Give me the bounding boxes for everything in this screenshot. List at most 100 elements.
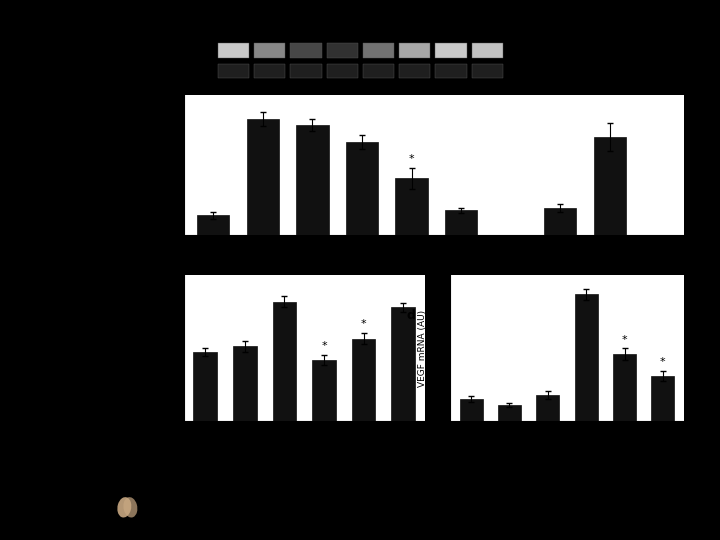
Bar [351,339,375,421]
Bar [472,43,503,58]
Ellipse shape [123,497,138,517]
Text: -: - [459,269,463,278]
Text: 0: 0 [260,258,266,267]
Text: +: + [505,444,513,453]
Text: TGF-β1 + TNF-α: TGF-β1 + TNF-α [427,444,494,453]
Bar [247,119,279,235]
Text: *: * [409,154,414,164]
Text: d: d [407,309,415,322]
Text: TGF-β1+TNF-α: TGF-β1+TNF-α [686,453,720,462]
Bar [327,43,358,58]
Text: +: + [259,269,266,278]
Text: 28: 28 [604,258,616,267]
Text: +: + [400,444,407,453]
Text: 0: 0 [359,258,365,267]
Text: +: + [360,444,367,453]
Text: b: b [119,148,127,161]
Text: 28: 28 [455,248,467,257]
Text: 10: 10 [542,434,554,443]
Text: β-Actin: β-Actin [518,66,547,76]
Text: +: + [621,444,629,453]
Bar [593,137,626,235]
Bar [346,142,378,235]
Text: *: * [622,335,627,345]
Text: c-Fos siRNA (pM): c-Fos siRNA (pM) [679,248,720,257]
Bar [575,294,598,421]
Text: -: - [212,269,215,278]
Text: SR 11302 (μM): SR 11302 (μM) [427,435,489,444]
Text: Kidney International 2013 841119-1128 DOI: (10.1038/ki.2013.217): Kidney International 2013 841119-1128 DO… [148,507,406,516]
Bar [273,302,297,421]
Bar [459,399,482,421]
Text: -: - [546,453,549,462]
Text: a: a [119,30,127,44]
Ellipse shape [117,497,131,517]
Text: 0: 0 [260,248,266,257]
Text: 0: 0 [468,434,474,443]
Text: +: + [582,444,590,453]
Text: 0: 0 [409,258,415,267]
Bar [312,360,336,421]
Text: 1: 1 [361,435,366,444]
Text: *: * [361,319,366,329]
Text: 0: 0 [202,435,208,444]
Bar [391,307,415,421]
Text: 28: 28 [554,258,566,267]
Text: +: + [582,453,590,462]
Text: Copyright © 2013  International Society of Nephrology: Copyright © 2013 International Society o… [148,517,358,526]
Y-axis label: VEGF mRNA (AU): VEGF mRNA (AU) [418,310,427,387]
Text: c-Fos: c-Fos [518,46,540,55]
Text: 0: 0 [458,258,464,267]
Text: *: * [321,341,327,351]
Text: c: c [119,309,126,322]
Text: 0: 0 [282,435,287,444]
Text: Scramb siRNA (pM): Scramb siRNA (pM) [679,258,720,267]
Bar [613,354,636,421]
Text: -: - [204,444,207,453]
Bar [395,178,428,235]
Text: -: - [243,444,246,453]
Text: +: + [606,269,613,278]
Bar [290,43,322,58]
Bar [498,405,521,421]
Y-axis label: Relative luciferase activity: Relative luciferase activity [148,288,158,409]
Text: -: - [559,269,562,278]
Text: 10: 10 [318,435,330,444]
Text: 0: 0 [210,258,216,267]
Text: SR 11302 (μM): SR 11302 (μM) [686,434,720,443]
Text: 28: 28 [406,248,417,257]
Bar [233,346,257,421]
Bar [436,64,467,78]
Text: 0: 0 [607,248,613,257]
Text: +: + [320,444,328,453]
Text: +: + [544,444,552,453]
Bar [297,125,328,235]
Bar [544,208,576,235]
Bar [472,64,503,78]
Text: 1: 1 [660,434,666,443]
Text: 0: 0 [210,248,216,257]
Y-axis label: VEGF (pg/ml): VEGF (pg/ml) [145,132,155,197]
Text: +: + [309,269,316,278]
Bar [290,64,322,78]
Text: +: + [659,444,667,453]
Text: +: + [659,453,667,462]
Text: 0: 0 [557,248,563,257]
Bar [218,64,249,78]
Text: -: - [469,444,473,453]
Text: +: + [281,444,288,453]
Bar [218,43,249,58]
Text: TGF-β1+TNF-α: TGF-β1+TNF-α [679,269,720,278]
Text: -: - [469,453,473,462]
Bar [436,43,467,58]
Bar [197,215,230,235]
Text: 10: 10 [239,435,251,444]
Text: 0: 0 [507,434,513,443]
Text: DMSO: DMSO [686,444,711,453]
Text: 0: 0 [310,258,315,267]
Bar [399,43,431,58]
Text: 0.1: 0.1 [396,435,410,444]
Bar [536,395,559,421]
Bar [327,64,358,78]
Bar [363,64,394,78]
